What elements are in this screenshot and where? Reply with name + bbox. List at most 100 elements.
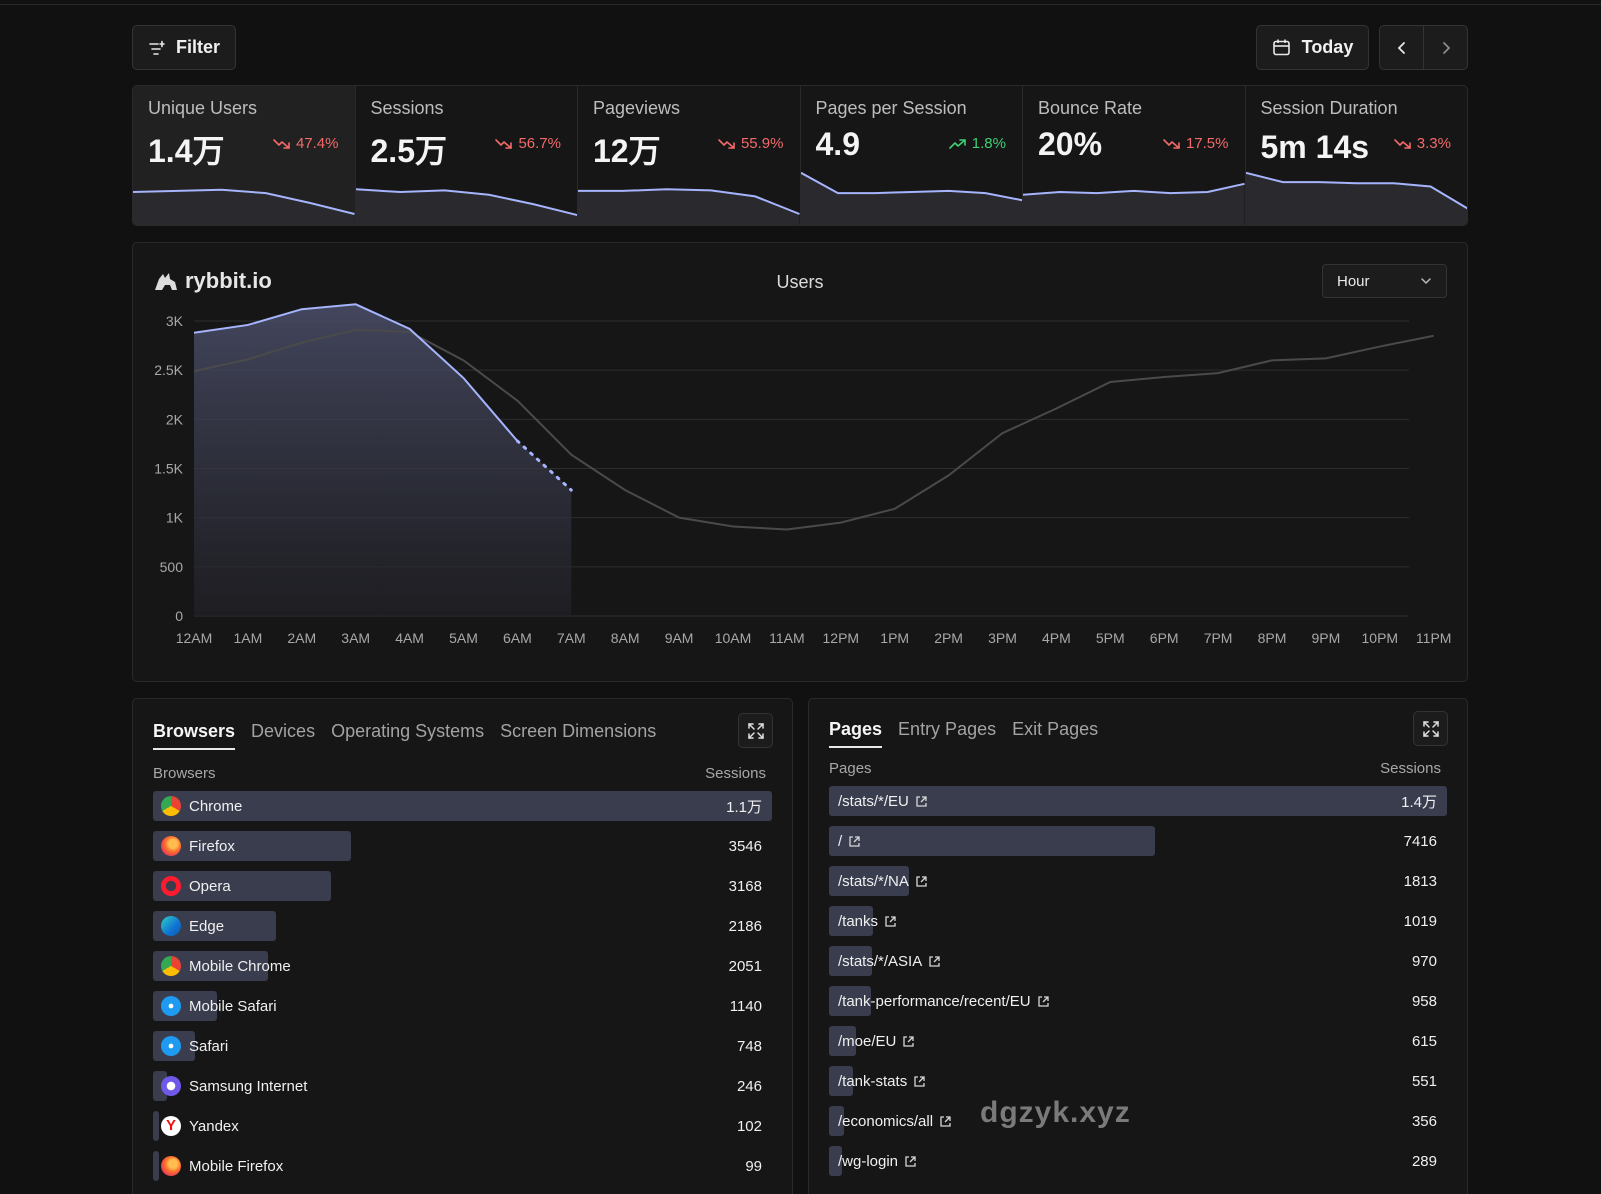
- row-value: 3546: [728, 837, 762, 855]
- external-link-icon[interactable]: [939, 1115, 952, 1128]
- page-row[interactable]: /stats/*/NA 1813: [829, 866, 1447, 896]
- tab-screen-dimensions[interactable]: Screen Dimensions: [500, 721, 657, 741]
- row-label: Samsung Internet: [161, 1071, 307, 1101]
- external-link-icon[interactable]: [848, 835, 861, 848]
- page-row[interactable]: / 7416: [829, 826, 1447, 856]
- external-link-icon[interactable]: [915, 875, 928, 888]
- row-label: /stats/*/EU: [838, 786, 928, 816]
- tab-devices[interactable]: Devices: [251, 721, 316, 741]
- stat-label: Session Duration: [1260, 98, 1398, 118]
- browser-row[interactable]: Y Yandex 102: [153, 1111, 772, 1141]
- browser-row[interactable]: Firefox 3546: [153, 831, 772, 861]
- row-name: Chrome: [189, 797, 243, 815]
- browser-row[interactable]: Edge 2186: [153, 911, 772, 941]
- page-row[interactable]: /tank-stats 551: [829, 1066, 1447, 1096]
- browser-row[interactable]: Opera 3168: [153, 871, 772, 901]
- x-tick-label: 4AM: [395, 630, 424, 646]
- row-label: Opera: [161, 871, 231, 901]
- next-period-button[interactable]: [1423, 25, 1468, 70]
- previous-period-button[interactable]: [1379, 25, 1424, 70]
- page-tabs: Pages Entry Pages Exit Pages: [829, 719, 1098, 748]
- sparkline-line: [133, 188, 355, 215]
- row-value: 748: [736, 1037, 762, 1055]
- x-tick-label: 12AM: [176, 630, 213, 646]
- page-row[interactable]: /moe/EU 615: [829, 1026, 1447, 1056]
- stat-card-sessions[interactable]: Sessions 2.5万 56.7%: [355, 86, 578, 225]
- tab-entry-pages[interactable]: Entry Pages: [898, 719, 997, 739]
- row-label: Y Yandex: [161, 1111, 239, 1141]
- x-tick-label: 6AM: [503, 630, 532, 646]
- sparkline-area: [133, 189, 355, 225]
- stat-delta: 56.7%: [495, 135, 561, 152]
- stat-value: 5m 14s: [1260, 129, 1370, 165]
- external-link-icon[interactable]: [913, 1075, 926, 1088]
- row-label: Chrome: [161, 791, 242, 821]
- x-tick-label: 1PM: [880, 630, 909, 646]
- stat-card-bounce-rate[interactable]: Bounce Rate 20% 17.5%: [1023, 86, 1246, 225]
- x-tick-label: 8PM: [1258, 630, 1287, 646]
- tab-exit-pages[interactable]: Exit Pages: [1012, 719, 1099, 739]
- page-row[interactable]: /economics/all 356: [829, 1106, 1447, 1136]
- row-value: 356: [1411, 1112, 1437, 1130]
- filter-label: Filter: [175, 37, 220, 57]
- stat-sparkline: [1245, 171, 1467, 225]
- row-name: /: [838, 832, 843, 850]
- stat-delta: 17.5%: [1163, 135, 1229, 152]
- stat-card-pages-per-session[interactable]: Pages per Session 4.9 1.8%: [800, 86, 1023, 225]
- date-picker-button[interactable]: Today: [1256, 25, 1369, 70]
- trending-down-icon: [1393, 138, 1411, 149]
- sparkline-line: [800, 171, 1022, 202]
- row-value: 551: [1411, 1072, 1437, 1090]
- interval-value: Hour: [1337, 272, 1370, 290]
- expand-browsers-button[interactable]: [738, 713, 773, 748]
- expand-icon: [747, 722, 764, 739]
- trending-down-icon: [495, 138, 513, 149]
- external-link-icon[interactable]: [884, 915, 897, 928]
- sessions-column-header: Sessions: [705, 765, 766, 782]
- external-link-icon[interactable]: [915, 795, 928, 808]
- external-link-icon[interactable]: [902, 1035, 915, 1048]
- row-label: Safari: [161, 1031, 228, 1061]
- stat-card-pageviews[interactable]: Pageviews 12万 55.9%: [578, 86, 801, 225]
- external-link-icon[interactable]: [1037, 995, 1050, 1008]
- expand-pages-button[interactable]: [1413, 711, 1448, 746]
- pages-column-header: Pages: [829, 760, 872, 777]
- y-tick-label: 2.5K: [154, 362, 183, 378]
- browser-row[interactable]: Mobile Firefox 99: [153, 1151, 772, 1181]
- x-tick-label: 3AM: [341, 630, 370, 646]
- tab-pages[interactable]: Pages: [829, 719, 883, 748]
- external-link-icon[interactable]: [928, 955, 941, 968]
- sparkline-area: [578, 189, 800, 225]
- stat-label: Pages per Session: [815, 98, 967, 118]
- tab-operating-systems[interactable]: Operating Systems: [331, 721, 485, 741]
- page-row[interactable]: /stats/*/EU 1.4万: [829, 786, 1447, 816]
- stat-card-session-duration[interactable]: Session Duration 5m 14s 3.3%: [1245, 86, 1467, 225]
- current-period-projection: [515, 439, 573, 492]
- row-value: 2051: [728, 957, 762, 975]
- browser-row[interactable]: Chrome 1.1万: [153, 791, 772, 821]
- external-link-icon[interactable]: [904, 1155, 917, 1168]
- page-row[interactable]: /stats/*/ASIA 970: [829, 946, 1447, 976]
- page-row[interactable]: /tanks 1019: [829, 906, 1447, 936]
- edge-icon: [161, 916, 181, 936]
- row-value: 3168: [728, 877, 762, 895]
- row-name: Mobile Safari: [189, 997, 277, 1015]
- chevron-right-icon: [1442, 41, 1450, 54]
- browser-row[interactable]: Mobile Safari 1140: [153, 991, 772, 1021]
- browser-row[interactable]: Mobile Chrome 2051: [153, 951, 772, 981]
- browser-row[interactable]: Samsung Internet 246: [153, 1071, 772, 1101]
- page-row[interactable]: /wg-login 289: [829, 1146, 1447, 1176]
- row-bar: [829, 946, 872, 976]
- stat-card-unique-users[interactable]: Unique Users 1.4万 47.4%: [133, 86, 356, 225]
- page-row[interactable]: /tank-performance/recent/EU 958: [829, 986, 1447, 1016]
- row-name: /tank-performance/recent/EU: [838, 992, 1031, 1010]
- tab-browsers[interactable]: Browsers: [153, 721, 236, 750]
- x-tick-label: 7PM: [1204, 630, 1233, 646]
- interval-select[interactable]: Hour: [1322, 264, 1447, 298]
- browser-row[interactable]: Safari 748: [153, 1031, 772, 1061]
- row-label: /tank-stats: [838, 1066, 926, 1096]
- row-name: Yandex: [189, 1117, 239, 1135]
- stat-sparkline: [800, 171, 1022, 225]
- filter-button[interactable]: Filter: [132, 25, 236, 70]
- trending-up-icon: [948, 138, 966, 149]
